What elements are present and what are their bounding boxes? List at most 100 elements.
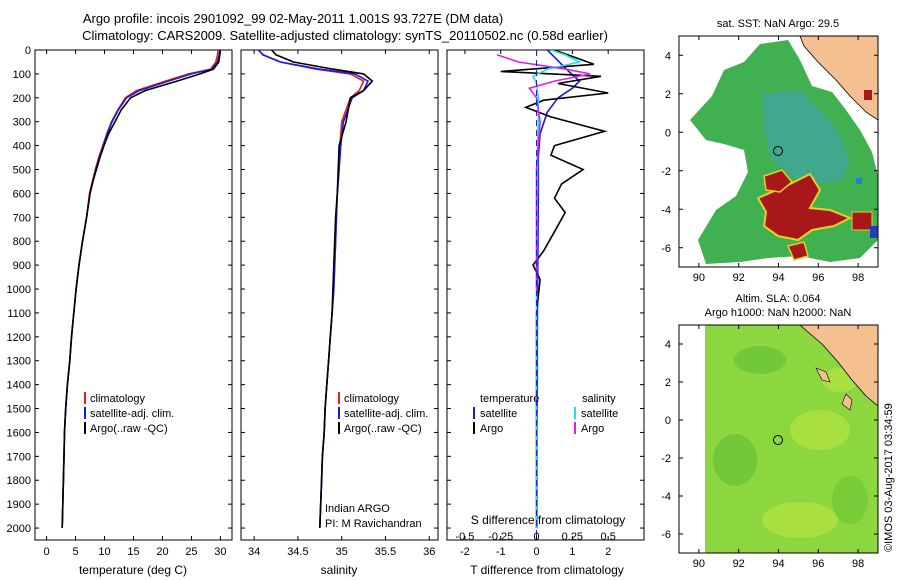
map-lat-label: -2	[661, 453, 671, 465]
annotation-pi: PI: M Ravichandran	[325, 518, 422, 530]
map-lat-label: -6	[661, 243, 671, 255]
sst-map-title: sat. SST: NaN Argo: 29.5	[717, 18, 839, 30]
salinity-x-axis: 34 34.5 35 35.5 36	[241, 49, 438, 558]
depth-tick-label: 1600	[7, 427, 31, 439]
depth-tick-label: 1000	[7, 284, 31, 296]
map-lat-label: 0	[665, 127, 671, 139]
sst-cool-east	[870, 226, 878, 238]
sst-argo-marker	[773, 146, 783, 156]
map-lon-label: 90	[693, 272, 705, 284]
annotation-indian-argo: Indian ARGO	[325, 503, 390, 515]
map-lat-label: 0	[665, 415, 671, 427]
depth-tick-label: 1800	[7, 475, 31, 487]
series-line-temperature-argo	[500, 50, 609, 528]
difference-x-axis: -2 -1 0 1 2	[447, 49, 644, 558]
map-lat-label: -6	[661, 529, 671, 541]
series-line-argo-raw-qc-	[271, 50, 374, 529]
map-lon-label: 92	[733, 558, 745, 570]
temperature-x-axis: 0 5 10 15 20 25 30	[44, 50, 227, 558]
x-tick-label: 20	[156, 546, 168, 558]
legend-salinity-title: salinity	[582, 393, 616, 405]
depth-tick-label: 1700	[7, 451, 31, 463]
depth-tick-label: 700	[13, 212, 31, 224]
sst-warm-east	[851, 211, 873, 231]
s-difference-label: S difference from climatology	[471, 513, 626, 527]
depth-tick-label: 800	[13, 236, 31, 248]
depth-tick-label: 1500	[7, 404, 31, 416]
s-difference-tick-label: 0.5	[601, 531, 616, 543]
sst-map-panel: sat. SST: NaN Argo: 29.5 90 92 94 96 98 -6 -4 -…	[661, 18, 879, 284]
s-difference-tick-label: -0.25	[488, 531, 513, 543]
land-sumatra	[799, 36, 878, 121]
x-tick-label: 0	[44, 546, 50, 558]
land-sumatra	[799, 325, 878, 407]
depth-tick-label: 2000	[7, 523, 31, 535]
depth-tick-label: 1200	[7, 332, 31, 344]
map-lon-label: 90	[693, 558, 705, 570]
difference-axes-frame	[446, 49, 645, 541]
map-lon-label: 94	[772, 272, 784, 284]
salinity-xlabel: salinity	[321, 563, 358, 577]
map-lon-label: 98	[852, 272, 864, 284]
depth-tick-label: 200	[13, 93, 31, 105]
temperature-panel: 0100200300400500600700800900100011001200…	[7, 45, 233, 577]
s-difference-tick-label: 0.25	[562, 531, 583, 543]
series-line-argo-raw-qc-	[61, 50, 221, 529]
x-tick-label: -1	[496, 546, 506, 558]
map-lon-label: 98	[852, 558, 864, 570]
x-tick-label: 25	[185, 546, 197, 558]
sla-argo-marker	[773, 435, 783, 445]
temperature-profiles	[61, 50, 221, 529]
sla-map-title-2: Argo h1000: NaN h2000: NaN	[705, 307, 852, 319]
depth-tick-label: 1400	[7, 380, 31, 392]
map-lat-label: -2	[661, 166, 671, 178]
x-tick-label: 0	[533, 546, 539, 558]
map-lon-label: 96	[812, 272, 824, 284]
depth-tick-label: 500	[13, 165, 31, 177]
legend-s-argo: Argo	[581, 423, 604, 435]
sst-cool-spot	[856, 178, 862, 184]
x-tick-label: 34.5	[287, 546, 308, 558]
sst-warm-coast	[864, 90, 872, 100]
x-tick-label: 10	[98, 546, 110, 558]
sla-map-title-1: Altim. SLA: 0.064	[736, 293, 821, 305]
x-tick-label: -2	[460, 546, 470, 558]
salinity-panel: 34 34.5 35 35.5 36 salinity climatology sate…	[240, 49, 439, 577]
map-lon-label: 92	[733, 272, 745, 284]
x-tick-label: 30	[214, 546, 226, 558]
sla-map-panel: Altim. SLA: 0.064 Argo h1000: NaN h2000:…	[661, 293, 879, 570]
depth-tick-label: 0	[25, 45, 31, 57]
legend-t-satellite: satellite	[480, 408, 517, 420]
map-lat-label: -4	[661, 491, 671, 503]
x-tick-label: 15	[127, 546, 139, 558]
legend-satellite: satellite-adj. clim.	[344, 408, 428, 420]
depth-tick-label: 100	[13, 69, 31, 81]
map-lat-label: 2	[665, 377, 671, 389]
sla-map-field	[679, 325, 878, 553]
imos-credit: ©IMOS 03-Aug-2017 03:34:59	[883, 403, 895, 552]
depth-axis: 0 100 200 300 400 500 600 700 800 900 1000 1100 1200…	[7, 45, 232, 535]
s-difference-tick-label: -0.5	[455, 531, 474, 543]
difference-profiles	[496, 50, 609, 540]
map-lat-label: 2	[665, 89, 671, 101]
s-difference-tick-label: 0	[533, 531, 539, 543]
temperature-axes-frame	[34, 49, 233, 541]
temperature-xlabel: temperature (deg C)	[79, 563, 187, 577]
figure-title-line1: Argo profile: incois 2901092_99 02-May-2…	[83, 11, 503, 26]
map-lon-label: 96	[812, 558, 824, 570]
legend-s-satellite: satellite	[581, 408, 618, 420]
sla-map-axes: 90 92 94 96 98 -6 -4 -2 0 2 4	[661, 325, 878, 570]
sst-map-axes: 90 92 94 96 98 -6 -4 -2 0 2 4	[661, 36, 878, 284]
legend-climatology: climatology	[344, 393, 400, 405]
depth-tick-label: 1300	[7, 356, 31, 368]
x-tick-label: 5	[72, 546, 78, 558]
depth-tick-label: 1900	[7, 499, 31, 511]
depth-tick-label: 900	[13, 260, 31, 272]
x-tick-label: 2	[605, 546, 611, 558]
legend-argo: Argo(..raw -QC)	[90, 423, 168, 435]
depth-tick-label: 600	[13, 188, 31, 200]
t-difference-xlabel: T difference from climatology	[470, 563, 624, 577]
map-lat-label: 4	[665, 339, 671, 351]
salinity-profiles	[257, 50, 374, 529]
